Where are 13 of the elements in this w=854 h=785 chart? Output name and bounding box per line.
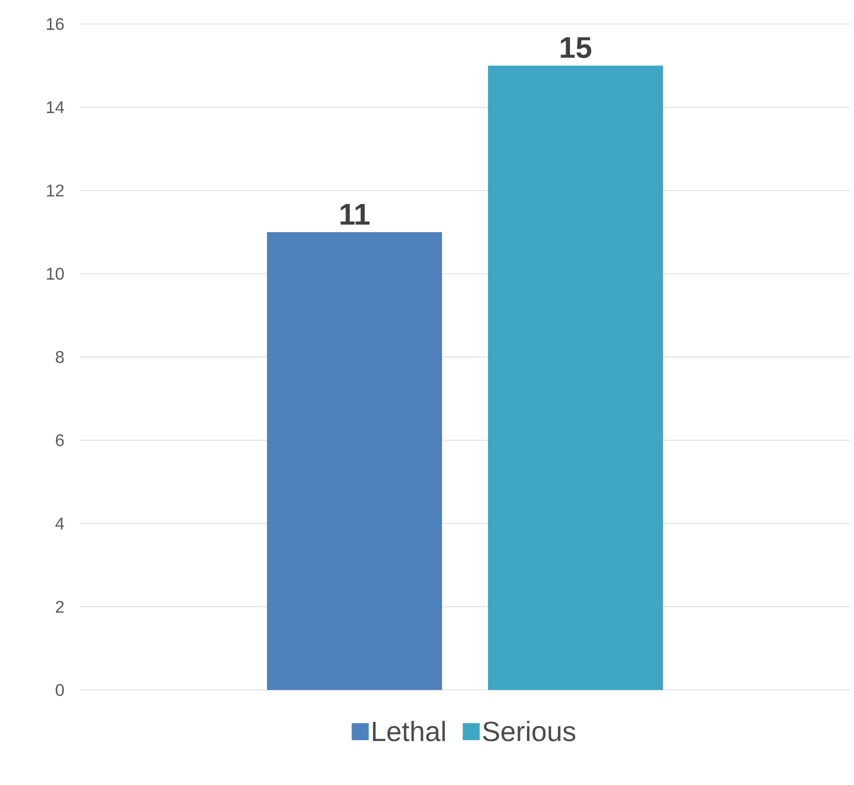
y-tick-label: 14 bbox=[46, 101, 64, 114]
y-tick-label: 10 bbox=[46, 268, 64, 280]
y-tick-label: 4 bbox=[55, 518, 64, 530]
data-label: 11 bbox=[340, 204, 370, 225]
y-tick-label: 0 bbox=[56, 684, 64, 696]
y-tick-label: 6 bbox=[56, 434, 64, 446]
legend-label: Lethal bbox=[373, 720, 445, 742]
data-label: 15 bbox=[560, 37, 592, 58]
y-tick-label: 8 bbox=[56, 351, 64, 363]
y-tick-label: 12 bbox=[46, 184, 64, 196]
legend-label: Serious bbox=[482, 720, 576, 742]
y-tick-label: 2 bbox=[56, 600, 64, 613]
y-tick-label: 16 bbox=[46, 18, 64, 30]
